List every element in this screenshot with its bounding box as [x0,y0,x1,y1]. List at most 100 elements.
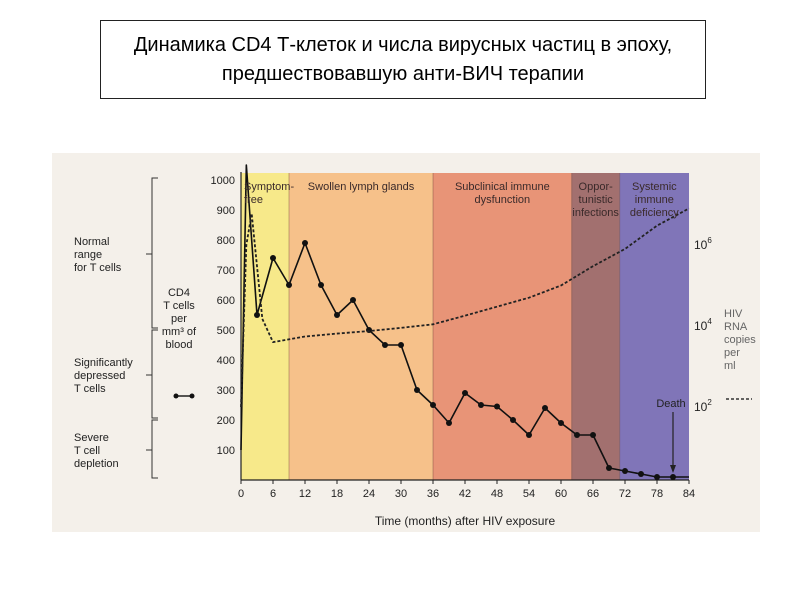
cd4-point-23 [622,468,628,474]
range-label-0-2: for T cells [74,262,122,274]
x-tick-label-7: 42 [459,488,471,500]
cd4-point-5 [334,312,340,318]
phase-layer [241,173,689,480]
phase-label-4-2: deficiency [630,207,679,219]
right-axis-label-line-0: HIV [724,308,743,320]
cd4-point-0 [254,312,260,318]
annotation-label-0: Death [656,398,685,410]
cd4-point-26 [670,474,676,480]
y-axis-label-line-1: T cells [163,300,195,312]
x-tick-label-8: 48 [491,488,503,500]
cd4-point-22 [606,465,612,471]
range-label-2-1: T cell [74,445,100,457]
cd4-point-14 [478,402,484,408]
range-label-2-0: Severe [74,432,109,444]
y-tick-label-3: 400 [217,355,235,367]
cd4-point-16 [510,417,516,423]
phase-band-3 [571,173,620,480]
x-tick-label-1: 6 [270,488,276,500]
cd4-point-6 [350,297,356,303]
page-title: Динамика CD4 Т-клеток и числа вирусных ч… [133,33,673,85]
x-tick-label-13: 78 [651,488,663,500]
cd4-point-25 [654,474,660,480]
cd4-point-12 [446,420,452,426]
x-tick-label-10: 60 [555,488,567,500]
phase-label-3-1: tunistic [579,194,614,206]
cd4-point-1 [270,255,276,261]
cd4-point-19 [558,420,564,426]
phase-band-2 [433,173,572,480]
cd4-point-17 [526,432,532,438]
cd4-point-13 [462,390,468,396]
label-layer: Symptom-free Swollen lymph glands Subclini… [244,181,686,473]
right-axis-label-line-4: ml [724,360,736,372]
range-label-1-2: T cells [74,383,106,395]
x-tick-label-14: 84 [683,488,695,500]
y-tick-label-0: 100 [217,445,235,457]
phase-label-2-1: dysfunction [475,194,531,206]
right-axis-label-line-1: RNA [724,321,748,333]
y-tick-label-2: 300 [217,385,235,397]
cd4-legend-dot-right [189,393,195,399]
cd4-point-24 [638,471,644,477]
range-bracket-2 [151,419,158,479]
phase-band-4 [619,173,689,480]
range-label-2-2: depletion [74,458,119,470]
title-box: Динамика CD4 Т-клеток и числа вирусных ч… [100,20,706,99]
y-tick-label-6: 700 [217,265,235,277]
range-label-0-0: Normal [74,236,109,248]
phase-label-2-0: Subclinical immune [455,181,550,193]
y-axis-label-line-2: per [171,313,187,325]
y-tick-label-1: 200 [217,415,235,427]
phase-label-3-2: infections [572,207,619,219]
cd4-point-9 [398,342,404,348]
annotation-arrowhead-0 [670,465,676,473]
cd4-point-4 [318,282,324,288]
x-tick-label-9: 54 [523,488,535,500]
y-tick-label-7: 800 [217,235,235,247]
right-tick-label-2: 102 [694,398,712,414]
x-tick-label-12: 72 [619,488,631,500]
axis-layer: 0 6 12 18 24 30 36 42 48 54 60 66 72 78 84 Time (months… [162,172,756,528]
phase-band-0 [241,173,289,480]
hiv-rna-series-line [240,207,690,408]
x-axis-title: Time (months) after HIV exposure [375,514,556,528]
y-axis-label-line-3: mm³ of [162,326,197,338]
cd4-point-18 [542,405,548,411]
y-axis-label-line-0: CD4 [168,287,190,299]
range-bracket-0 [151,177,158,329]
phase-label-0-0: Symptom- [244,181,294,193]
range-label-0-1: range [74,249,102,261]
cd4-point-8 [382,342,388,348]
y-axis-label-line-4: blood [166,339,193,351]
cd4-legend-dot-left [173,393,179,399]
x-tick-label-6: 36 [427,488,439,500]
phase-label-3-0: Oppor- [579,181,614,193]
phase-label-1-0: Swollen lymph glands [308,181,415,193]
x-tick-label-2: 12 [299,488,311,500]
range-label-1-0: Significantly [74,357,133,369]
right-axis-label-line-2: copies [724,334,756,346]
phase-label-4-0: Systemic [632,181,677,193]
x-tick-label-11: 66 [587,488,599,500]
phase-label-0-1: free [244,194,263,206]
cd4-point-15 [494,403,500,410]
right-tick-label-0: 106 [694,236,712,252]
hiv-progression-chart: 0 6 12 18 24 30 36 42 48 54 60 66 72 78 84 Time (months… [52,153,760,532]
y-tick-label-8: 900 [217,205,235,217]
right-tick-label-1: 104 [694,317,712,333]
y-tick-label-9: 1000 [211,175,235,187]
cd4-point-20 [574,432,580,438]
cd4-point-10 [414,387,420,393]
x-tick-label-3: 18 [331,488,343,500]
range-bracket-1 [151,329,158,419]
cd4-point-2 [286,282,292,288]
y-tick-label-5: 600 [217,295,235,307]
phase-label-4-1: immune [635,194,674,206]
x-tick-label-4: 24 [363,488,375,500]
cd4-point-3 [302,240,308,246]
cd4-point-21 [590,432,596,438]
cd4-point-11 [430,402,436,408]
x-tick-label-0: 0 [238,488,244,500]
